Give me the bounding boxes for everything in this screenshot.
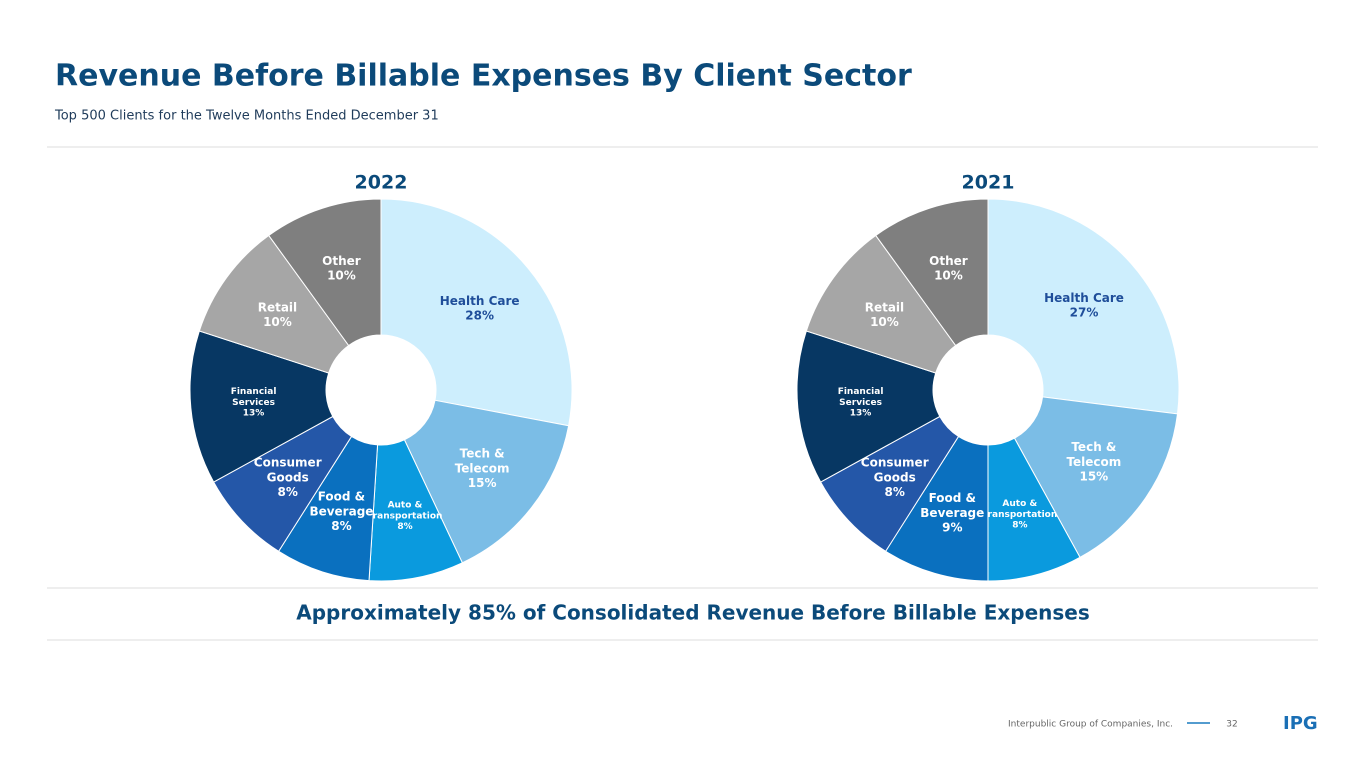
slice-value: 8% [331, 519, 351, 533]
slice-label: Tech & Telecom [1066, 439, 1121, 468]
slice-label: Consumer Goods [861, 455, 929, 484]
slice-value: 8% [885, 485, 905, 499]
slice-value: 10% [263, 315, 292, 329]
donut-slice [987, 198, 1180, 415]
chart-title: 2021 [962, 172, 1015, 194]
slice-label: Food & Beverage [920, 490, 984, 519]
slice-label: Food & Beverage [309, 489, 373, 518]
donut-slice [380, 198, 573, 427]
slide-title: Revenue Before Billable Expenses By Clie… [55, 59, 912, 94]
slice-label: Other [322, 253, 361, 267]
slice-value: 28% [465, 308, 494, 322]
slice-value: 8% [397, 522, 412, 532]
donut-slice [805, 234, 957, 374]
slice-label: Financial Services [231, 387, 277, 408]
chart-title: 2022 [355, 172, 408, 194]
page-number: 32 [1226, 720, 1237, 730]
slice-value: 10% [327, 268, 356, 282]
slice-label: Auto & Transportation [368, 500, 443, 521]
slice-label: Health Care [440, 293, 520, 307]
slice-label: Retail [258, 300, 297, 314]
donut-slice [198, 234, 350, 374]
slice-value: 13% [850, 409, 872, 419]
donut-slice [1013, 396, 1179, 559]
slice-label: Consumer Goods [254, 455, 322, 484]
slice-label: Retail [865, 300, 904, 314]
logo: IPG [1283, 713, 1318, 734]
slice-value: 15% [468, 476, 497, 490]
footnote: Approximately 85% of Consolidated Revenu… [296, 601, 1090, 625]
slice-label: Other [929, 253, 968, 267]
slice-value: 13% [243, 409, 265, 419]
slice-value: 27% [1070, 305, 1099, 319]
company-name: Interpublic Group of Companies, Inc. [1008, 720, 1173, 730]
donut-slice [796, 330, 941, 483]
donut-slice [268, 198, 382, 347]
slice-label: Health Care [1044, 290, 1124, 304]
slice-value: 9% [942, 520, 962, 534]
slice-value: 15% [1079, 469, 1108, 483]
slice-value: 8% [278, 485, 298, 499]
slice-value: 8% [1012, 520, 1027, 530]
donut-slice [189, 330, 334, 483]
slice-label: Auto & Transportation [982, 498, 1057, 519]
subtitle: Top 500 Clients for the Twelve Months En… [54, 109, 439, 124]
slice-value: 10% [934, 268, 963, 282]
slice-label: Financial Services [838, 387, 884, 408]
donut-slice [403, 399, 570, 564]
slice-label: Tech & Telecom [455, 446, 510, 475]
slice-value: 10% [870, 315, 899, 329]
donut-slice [875, 198, 989, 347]
